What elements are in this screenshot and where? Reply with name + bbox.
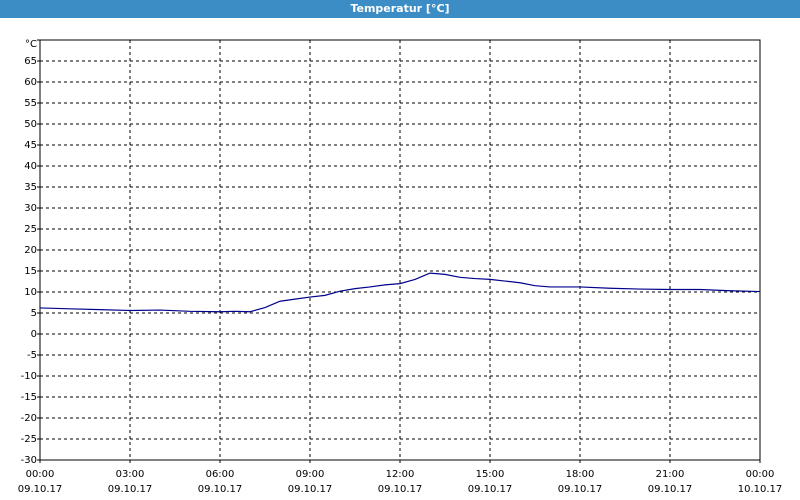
x-tick-label: 21:00 <box>656 469 685 480</box>
x-tick-date: 09.10.17 <box>558 484 603 495</box>
x-tick-label: 00:00 <box>746 469 775 480</box>
y-tick-label: 5 <box>31 308 37 319</box>
x-tick-label: 09:00 <box>296 469 325 480</box>
x-tick-date: 09.10.17 <box>288 484 333 495</box>
y-tick-label: 40 <box>24 161 37 172</box>
y-tick-label: -30 <box>21 455 37 466</box>
y-tick-label: 30 <box>24 203 37 214</box>
x-tick-label: 06:00 <box>206 469 235 480</box>
x-tick-label: 03:00 <box>116 469 145 480</box>
y-tick-label: 15 <box>24 266 37 277</box>
data-line <box>39 272 761 313</box>
x-tick-date: 09.10.17 <box>648 484 693 495</box>
y-tick-label: -25 <box>21 434 37 445</box>
x-tick-label: 15:00 <box>476 469 505 480</box>
y-tick-label: -5 <box>27 350 37 361</box>
x-tick-date: 09.10.17 <box>108 484 153 495</box>
y-tick-label: 50 <box>24 119 37 130</box>
y-tick-label: 25 <box>24 224 37 235</box>
x-tick-date: 09.10.17 <box>378 484 423 495</box>
x-tick-date: 09.10.17 <box>198 484 243 495</box>
y-tick-label: °C <box>25 39 37 50</box>
x-tick-date: 09.10.17 <box>18 484 63 495</box>
x-tick-date: 09.10.17 <box>468 484 513 495</box>
y-tick-label: -20 <box>21 413 37 424</box>
chart-title: Temperatur [°C] <box>350 2 449 15</box>
y-tick-label: 0 <box>31 329 37 340</box>
y-tick-label: 20 <box>24 245 37 256</box>
y-tick-label: -10 <box>21 371 37 382</box>
title-bar <box>0 0 800 18</box>
y-tick-label: 60 <box>24 77 37 88</box>
x-tick-label: 00:00 <box>26 469 55 480</box>
y-tick-label: -15 <box>21 392 37 403</box>
x-tick-label: 12:00 <box>386 469 415 480</box>
y-tick-label: 10 <box>24 287 37 298</box>
y-tick-label: 65 <box>24 56 37 67</box>
y-tick-label: 55 <box>24 98 37 109</box>
y-tick-label: 35 <box>24 182 37 193</box>
y-tick-label: 45 <box>24 140 37 151</box>
x-tick-label: 18:00 <box>566 469 595 480</box>
x-tick-date: 10.10.17 <box>738 484 783 495</box>
